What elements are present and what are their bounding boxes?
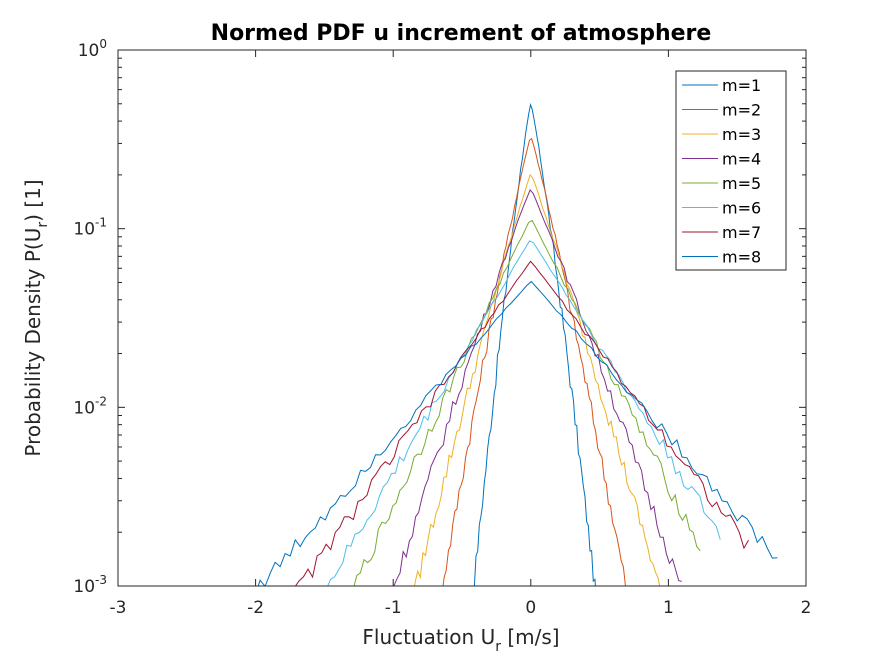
- x-axis-label-sub: r: [495, 639, 501, 655]
- y-tick-exp: -2: [95, 394, 107, 408]
- series-group: [257, 102, 778, 586]
- legend-entry: m=2: [722, 101, 761, 120]
- y-tick-exp: 0: [99, 37, 107, 51]
- legend-entry: m=6: [722, 199, 761, 218]
- y-tick-base: 10: [73, 220, 95, 240]
- x-tick-label: 0: [525, 598, 536, 618]
- y-tick-exp: -1: [95, 216, 107, 230]
- x-axis-label: Fluctuation Ur [m/s]: [362, 625, 559, 655]
- series-line-m4: [393, 189, 682, 586]
- x-tick-label: -2: [247, 598, 264, 618]
- x-tick-label: 1: [663, 598, 674, 618]
- legend-box: [675, 70, 787, 271]
- series-line-m1: [473, 102, 596, 586]
- y-axis-label-rest: ) [1]: [21, 179, 45, 222]
- legend-entry: m=4: [722, 150, 761, 169]
- y-axis-label-sub: r: [35, 222, 51, 228]
- y-tick-exp: -3: [95, 573, 107, 587]
- legend: m=1 m=2 m=3 m=4 m=5 m=6 m=7 m=8: [675, 70, 787, 271]
- series-line-m5: [353, 219, 701, 586]
- x-tick-label: 2: [801, 598, 812, 618]
- axes-box: [117, 49, 807, 587]
- x-axis: -3 -2 -1 0 1 2: [110, 50, 812, 618]
- y-axis-label: Probability Density P(Ur) [1]: [21, 179, 51, 456]
- y-tick-label: 10-3: [73, 573, 107, 597]
- series-line-m2: [442, 137, 627, 586]
- legend-entry: m=8: [722, 248, 761, 267]
- legend-entry: m=5: [722, 174, 761, 193]
- y-tick-label: 10-2: [73, 394, 107, 418]
- y-tick-base: 10: [78, 41, 100, 61]
- x-axis-label-rest: [m/s]: [501, 625, 560, 649]
- series-line-m3: [414, 173, 661, 586]
- y-tick-label: 100: [78, 37, 107, 61]
- legend-entry: m=3: [722, 125, 761, 144]
- y-tick-base: 10: [73, 398, 95, 418]
- x-tick-label: -3: [110, 598, 127, 618]
- y-tick-base: 10: [73, 577, 95, 597]
- legend-entry: m=1: [722, 76, 761, 95]
- legend-entry: m=7: [722, 223, 761, 242]
- series-line-m7: [294, 260, 749, 586]
- x-tick-label: -1: [385, 598, 402, 618]
- x-axis-label-main: Fluctuation U: [362, 625, 495, 649]
- y-tick-label: 10-1: [73, 216, 107, 240]
- series-line-m6: [327, 240, 721, 586]
- y-axis-label-main: Probability Density P(U: [21, 228, 45, 457]
- series-line-m8: [257, 280, 778, 586]
- chart-title: Normed PDF u increment of atmosphere: [211, 21, 712, 46]
